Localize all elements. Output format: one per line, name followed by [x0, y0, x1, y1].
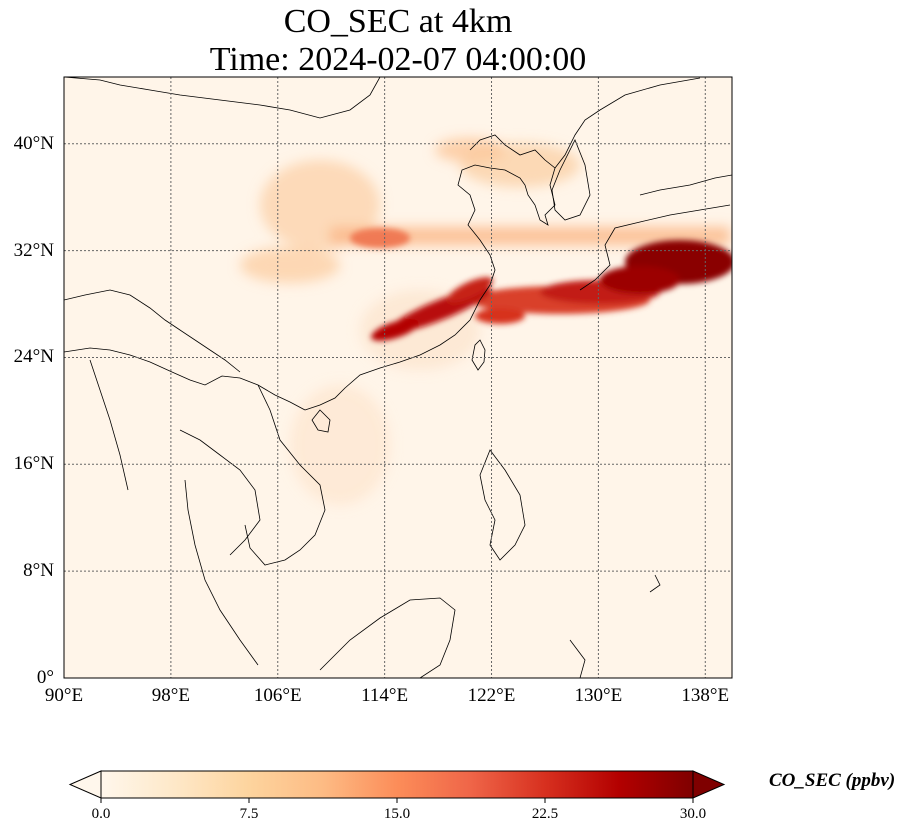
map-subtitle-time: Time: 2024-02-07 04:00:00 [209, 41, 587, 78]
korean-peninsula [551, 139, 591, 221]
indochina-coast [244, 384, 326, 566]
sulawesi [569, 639, 586, 678]
x-tick-label: 138°E [681, 685, 730, 706]
y-tick-label: 24°N [13, 346, 54, 368]
colorbar-extend-max [692, 770, 726, 799]
colorbar [68, 770, 726, 803]
japan-south-coast [579, 204, 731, 291]
philippines [479, 449, 526, 561]
x-tick-label: 114°E [361, 685, 409, 706]
palau-island [649, 574, 661, 593]
colorbar-label: CO_SEC (ppbv) [769, 770, 896, 791]
y-tick-label: 8°N [23, 560, 54, 582]
colorbar-extend-min [68, 770, 102, 799]
colorbar-tick-label: 30.0 [679, 806, 707, 822]
myanmar-coast [89, 359, 129, 491]
southern-china-border [64, 347, 306, 411]
y-tick-label: 32°N [13, 239, 54, 261]
gridlines [64, 77, 732, 678]
x-tick-label: 130°E [574, 685, 623, 706]
map-title: CO_SEC at 4km [283, 3, 513, 40]
colorbar-tick-label: 15.0 [383, 806, 411, 822]
malay-peninsula [184, 479, 259, 666]
x-tick-label: 90°E [44, 685, 84, 706]
myanmar-border [64, 289, 241, 373]
borneo [319, 597, 456, 678]
concentration-field [64, 77, 732, 678]
hainan [311, 409, 331, 433]
japan-north-coast [639, 174, 732, 196]
colorbar-tick-label: 22.5 [531, 806, 559, 822]
colorbar-tick-label: 0.0 [91, 806, 111, 822]
thailand-border [179, 429, 261, 556]
y-tick-label: 40°N [13, 132, 54, 154]
colorbar-tickmarks [100, 798, 694, 803]
colorbar-gradient [101, 771, 693, 798]
y-tick-label: 16°N [13, 453, 54, 475]
plume-high [350, 228, 732, 341]
y-tick-label: 0° [36, 667, 54, 688]
mongolia-border [64, 77, 381, 119]
korea-russia-coast [554, 77, 701, 169]
taiwan [471, 339, 486, 371]
x-tick-label: 98°E [151, 685, 190, 706]
map-background [64, 77, 732, 678]
colorbar-tick-label: 7.5 [239, 806, 259, 822]
x-tick-label: 106°E [253, 685, 302, 706]
map-frame [63, 76, 733, 679]
x-tick-label: 122°E [467, 685, 516, 706]
